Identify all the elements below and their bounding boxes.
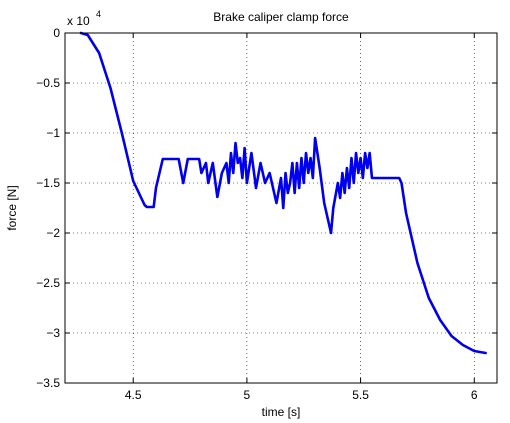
y-tick-label: −0.5	[36, 76, 60, 90]
x-axis-label: time [s]	[262, 405, 301, 419]
y-tick-label: −3.5	[36, 376, 60, 390]
y-axis-label: force [N]	[5, 185, 19, 230]
y-multiplier-exponent: 4	[96, 9, 101, 19]
y-tick-label: 0	[53, 26, 60, 40]
y-tick-label: −2.5	[36, 276, 60, 290]
y-multiplier-base: x 10	[67, 14, 90, 28]
series-layer	[79, 31, 487, 355]
y-tick-labels: 0 −0.5 −1 −1.5 −2 −2.5 −3 −3.5	[36, 26, 60, 390]
x-tick-labels: 4.5 5 5.5 6	[125, 388, 478, 402]
y-tick-label: −1	[46, 126, 60, 140]
x-tick-label: 6	[471, 388, 478, 402]
x-tick-label: 5	[244, 388, 251, 402]
y-tick-label: −1.5	[36, 176, 60, 190]
series-line-1	[79, 31, 487, 355]
chart-title: Brake caliper clamp force	[213, 10, 349, 24]
y-tick-label: −3	[46, 326, 60, 340]
x-tick-label: 5.5	[352, 388, 369, 402]
ticks	[65, 32, 497, 384]
x-tick-label: 4.5	[125, 388, 142, 402]
plot-frame	[64, 32, 498, 384]
y-tick-label: −2	[46, 226, 60, 240]
